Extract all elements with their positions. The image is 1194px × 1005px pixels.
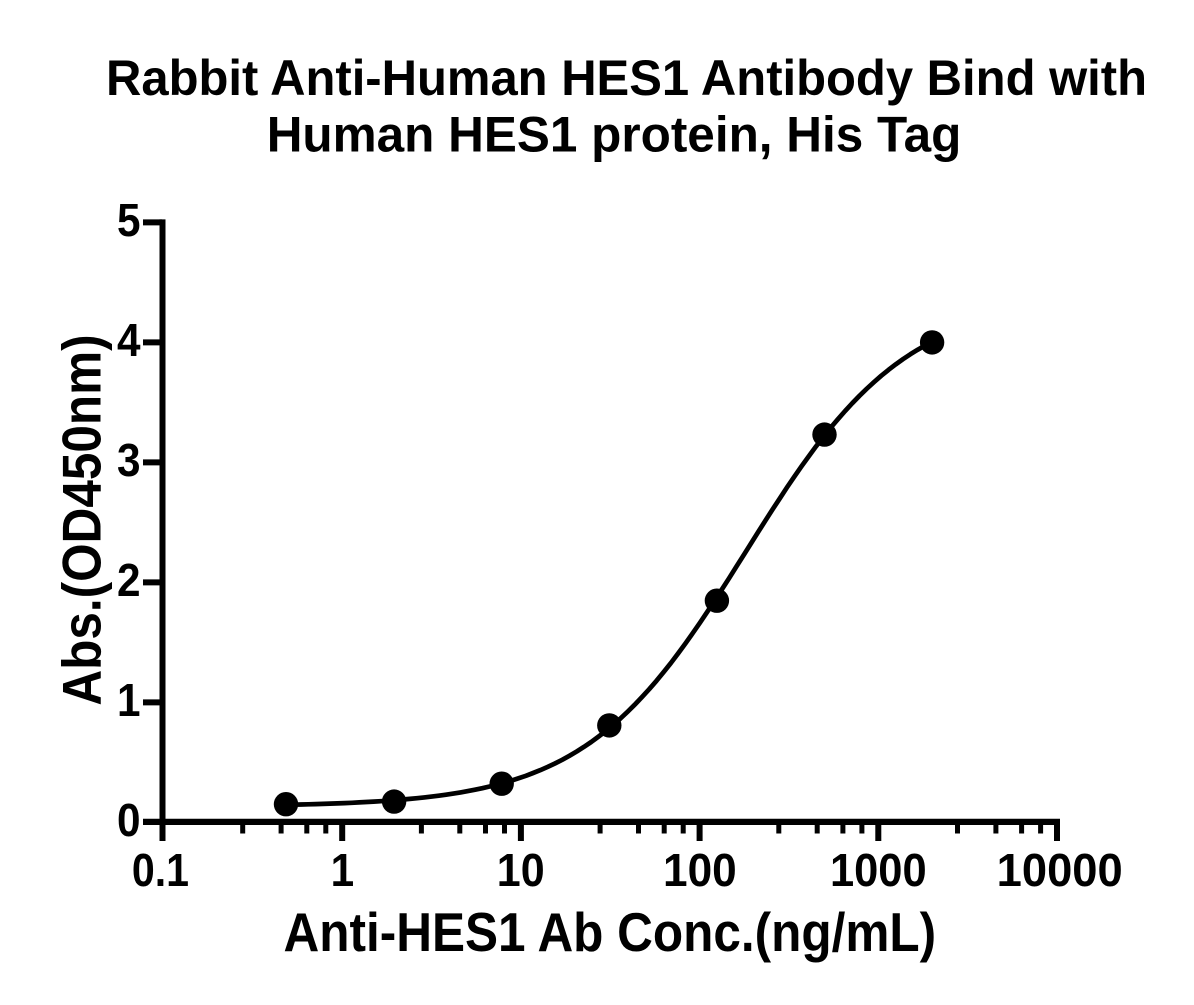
svg-text:4: 4 [117, 315, 141, 366]
svg-text:1: 1 [331, 845, 355, 896]
svg-text:Rabbit Anti-Human HES1 Antibod: Rabbit Anti-Human HES1 Antibody Bind wit… [106, 50, 1147, 107]
svg-text:1000: 1000 [830, 844, 927, 897]
svg-text:100: 100 [663, 844, 737, 896]
svg-text:10000: 10000 [997, 844, 1123, 897]
svg-text:5: 5 [117, 195, 141, 246]
svg-text:2: 2 [117, 555, 141, 606]
svg-text:Anti-HES1 Ab Conc.(ng/mL): Anti-HES1 Ab Conc.(ng/mL) [284, 903, 936, 964]
svg-text:0.1: 0.1 [132, 845, 189, 897]
svg-text:Abs.(OD450nm): Abs.(OD450nm) [52, 334, 113, 705]
svg-text:Human HES1 protein, His Tag: Human HES1 protein, His Tag [267, 106, 962, 163]
svg-text:10: 10 [497, 845, 545, 897]
svg-text:1: 1 [117, 675, 141, 726]
svg-text:3: 3 [117, 435, 141, 486]
svg-text:0: 0 [117, 795, 141, 846]
